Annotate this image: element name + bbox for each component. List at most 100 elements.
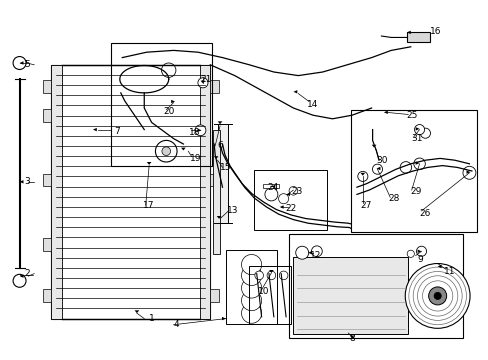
Bar — [51, 65, 210, 319]
Text: 22: 22 — [285, 204, 296, 213]
Text: 18: 18 — [188, 128, 200, 137]
Polygon shape — [197, 129, 201, 132]
Polygon shape — [415, 161, 419, 165]
Ellipse shape — [420, 128, 429, 138]
Text: 12: 12 — [309, 251, 321, 260]
Ellipse shape — [407, 250, 413, 257]
Polygon shape — [171, 100, 175, 103]
Polygon shape — [437, 265, 441, 268]
Ellipse shape — [266, 271, 275, 280]
Ellipse shape — [405, 264, 469, 328]
Ellipse shape — [241, 303, 261, 323]
Bar — [51, 65, 62, 319]
Polygon shape — [415, 127, 419, 131]
Ellipse shape — [241, 291, 261, 311]
Bar — [42, 174, 51, 186]
Bar — [212, 130, 220, 254]
Text: 16: 16 — [429, 27, 441, 36]
Ellipse shape — [462, 166, 475, 179]
Polygon shape — [360, 173, 365, 176]
Ellipse shape — [414, 125, 424, 135]
Bar — [406, 32, 429, 42]
Polygon shape — [383, 111, 387, 114]
Text: 3: 3 — [24, 177, 30, 186]
Bar — [249, 266, 290, 324]
Text: 25: 25 — [406, 111, 417, 120]
Text: 31: 31 — [410, 134, 422, 143]
Text: 14: 14 — [306, 100, 318, 109]
Text: 21: 21 — [200, 75, 212, 84]
Polygon shape — [271, 185, 275, 188]
Text: 28: 28 — [387, 194, 399, 203]
Polygon shape — [200, 81, 205, 84]
Bar — [42, 80, 51, 93]
Polygon shape — [217, 121, 222, 124]
Text: 15: 15 — [220, 163, 231, 172]
Polygon shape — [93, 128, 97, 131]
Polygon shape — [222, 317, 225, 320]
Text: 11: 11 — [443, 267, 455, 276]
Polygon shape — [349, 336, 354, 338]
Text: 8: 8 — [348, 334, 354, 343]
Polygon shape — [146, 162, 151, 165]
Bar — [210, 80, 219, 93]
Polygon shape — [181, 148, 185, 150]
Ellipse shape — [155, 140, 177, 162]
Bar — [217, 124, 228, 223]
Text: 27: 27 — [359, 201, 371, 210]
Ellipse shape — [254, 271, 263, 280]
Bar — [210, 174, 219, 186]
Bar — [293, 257, 407, 334]
Bar — [225, 250, 277, 324]
Text: 10: 10 — [258, 287, 269, 296]
Polygon shape — [20, 61, 23, 65]
Text: 19: 19 — [189, 154, 201, 163]
Bar — [42, 238, 51, 251]
Bar — [199, 65, 210, 319]
Ellipse shape — [279, 271, 287, 280]
Polygon shape — [20, 274, 23, 278]
Bar — [288, 234, 462, 338]
Ellipse shape — [241, 265, 261, 285]
Polygon shape — [268, 270, 273, 273]
Polygon shape — [293, 90, 297, 94]
Text: 17: 17 — [143, 201, 155, 210]
Text: 9: 9 — [417, 255, 423, 264]
Bar — [263, 184, 278, 188]
Polygon shape — [216, 216, 221, 219]
Bar — [210, 289, 219, 302]
Polygon shape — [20, 180, 23, 184]
Polygon shape — [307, 251, 311, 255]
Ellipse shape — [162, 147, 170, 156]
Bar — [111, 43, 211, 166]
Polygon shape — [213, 156, 218, 159]
Bar — [350, 110, 476, 232]
Text: 2: 2 — [24, 269, 30, 278]
Text: 24: 24 — [266, 184, 278, 192]
Ellipse shape — [241, 255, 261, 275]
Text: 5: 5 — [24, 60, 30, 69]
Text: 6: 6 — [217, 141, 223, 150]
Ellipse shape — [428, 287, 446, 305]
Ellipse shape — [357, 171, 367, 181]
Polygon shape — [279, 205, 283, 209]
Text: 26: 26 — [419, 209, 430, 217]
Ellipse shape — [399, 162, 411, 173]
Ellipse shape — [241, 278, 261, 298]
Bar — [254, 170, 326, 230]
Text: 29: 29 — [409, 187, 421, 196]
Ellipse shape — [416, 246, 426, 256]
Ellipse shape — [413, 158, 425, 170]
Polygon shape — [376, 167, 380, 170]
Bar — [42, 289, 51, 302]
Text: 30: 30 — [376, 156, 387, 165]
Polygon shape — [371, 145, 376, 148]
Text: 13: 13 — [226, 206, 238, 215]
Polygon shape — [134, 310, 139, 313]
Text: 23: 23 — [290, 187, 302, 196]
Ellipse shape — [311, 246, 322, 257]
Ellipse shape — [264, 188, 277, 201]
Ellipse shape — [198, 78, 207, 88]
Text: 20: 20 — [163, 107, 174, 116]
Ellipse shape — [288, 186, 297, 195]
